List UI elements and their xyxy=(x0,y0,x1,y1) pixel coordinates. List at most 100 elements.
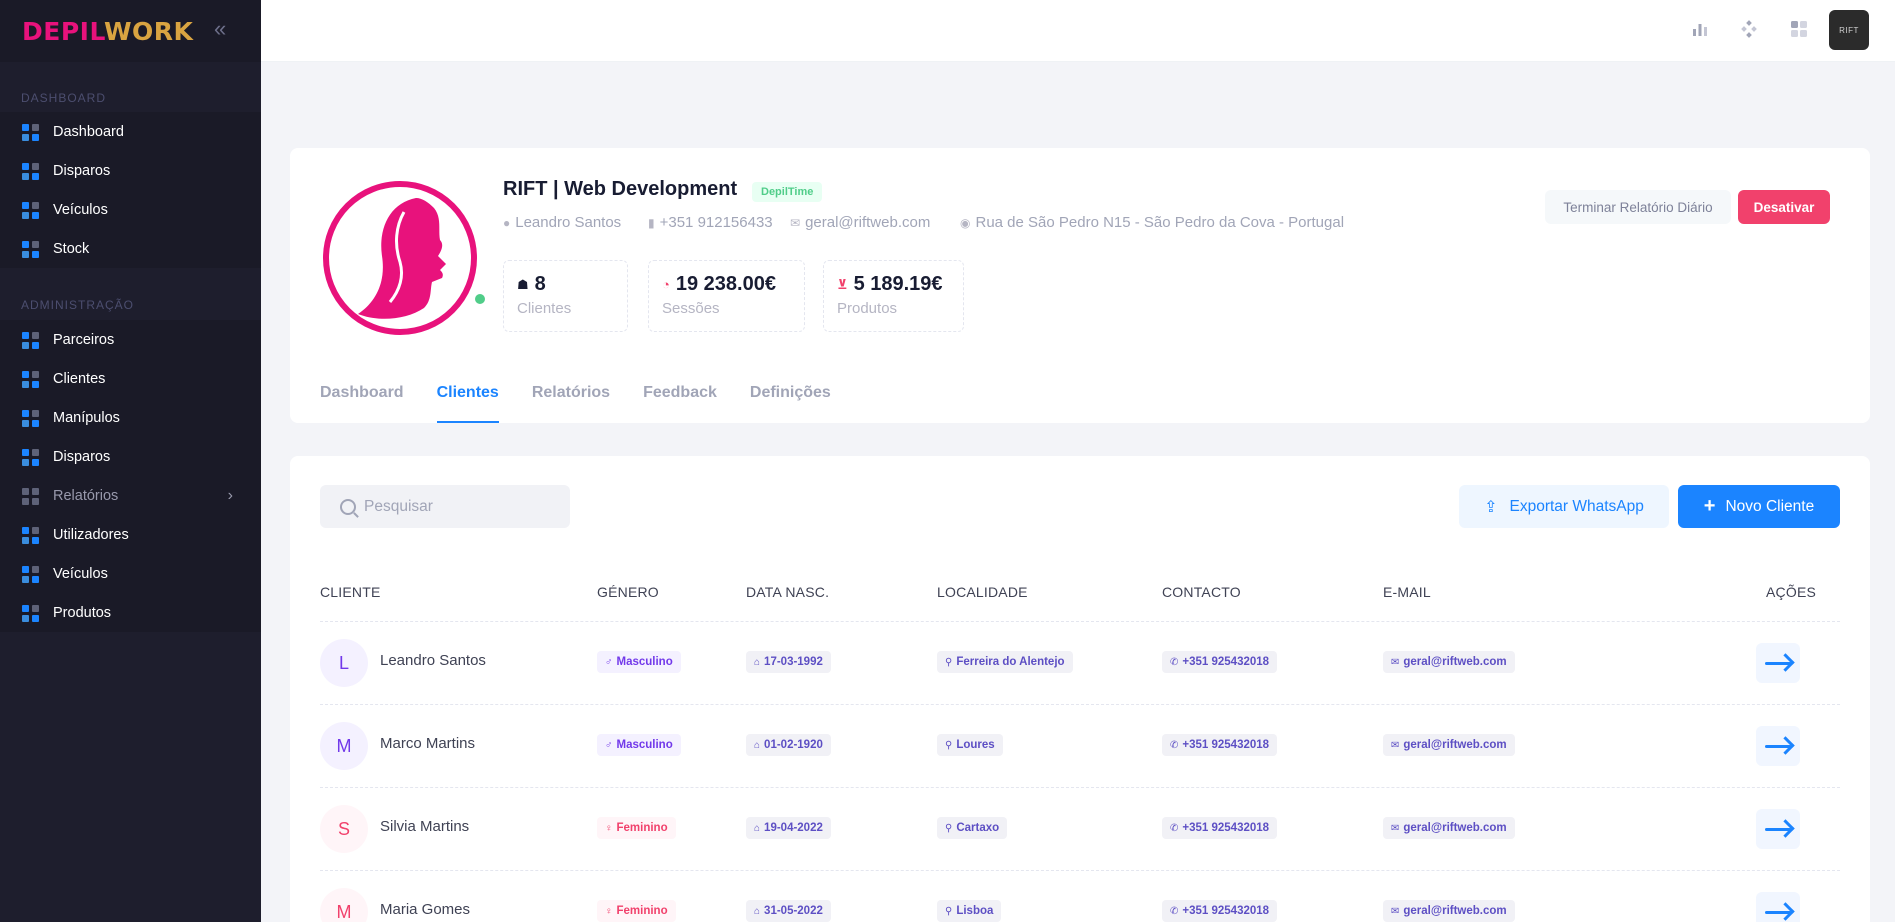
table-row[interactable]: S Silvia Martins ♀ Feminino ⌂ 19-04-2022 ⚲… xyxy=(320,788,1840,871)
apps-icon[interactable] xyxy=(1738,20,1760,42)
column-header-acoes: AÇÕES xyxy=(1766,584,1817,600)
client-name[interactable]: Marco Martins xyxy=(380,735,476,752)
email-badge[interactable]: ✉ geral@riftweb.com xyxy=(1383,734,1515,756)
mail-icon: ✉ xyxy=(1391,905,1400,917)
mail-icon: ✉ xyxy=(1391,656,1400,668)
column-header-genero[interactable]: GÉNERO xyxy=(597,584,659,600)
collapse-sidebar-icon[interactable]: « xyxy=(214,16,227,41)
email-badge[interactable]: ✉ geral@riftweb.com xyxy=(1383,900,1515,922)
tab-dashboard[interactable]: Dashboard xyxy=(320,384,404,401)
tab-feedback[interactable]: Feedback xyxy=(643,384,717,401)
sidebar-item-veiculos[interactable]: Veículos xyxy=(0,191,261,229)
profile-badge: DepilTime xyxy=(752,182,823,202)
profile-logo xyxy=(320,178,480,338)
view-client-button[interactable] xyxy=(1756,892,1800,922)
sidebar-item-manipulos[interactable]: Manípulos xyxy=(0,399,261,437)
sidebar-item-label: Stock xyxy=(53,241,90,257)
sidebar-item-clientes[interactable]: Clientes xyxy=(0,360,261,398)
column-header-data[interactable]: DATA NASC. xyxy=(746,584,830,600)
cake-icon: ⌂ xyxy=(754,656,761,668)
birthdate-badge: ⌂ 31-05-2022 xyxy=(746,900,831,922)
dashboard-nav-group xyxy=(0,112,261,268)
column-header-localidade[interactable]: LOCALIDADE xyxy=(937,584,1028,600)
phone-icon: ✆ xyxy=(1170,905,1179,917)
contact-badge[interactable]: ✆ +351 925432018 xyxy=(1162,734,1278,756)
column-header-email[interactable]: E-MAIL xyxy=(1383,584,1431,600)
bar-chart-icon[interactable] xyxy=(1689,20,1711,42)
table-row[interactable]: M Maria Gomes ♀ Feminino ⌂ 31-05-2022 ⚲ Lis… xyxy=(320,871,1840,922)
new-client-button[interactable]: + Novo Cliente xyxy=(1678,485,1840,528)
layout-icon[interactable] xyxy=(1788,20,1810,42)
email-badge[interactable]: ✉ geral@riftweb.com xyxy=(1383,651,1515,673)
phone-icon: ✆ xyxy=(1170,822,1179,834)
user-icon: ● xyxy=(503,215,511,230)
email-badge[interactable]: ✉ geral@riftweb.com xyxy=(1383,817,1515,839)
search-box[interactable] xyxy=(320,485,570,528)
sidebar-item-produtos[interactable]: Produtos xyxy=(0,594,261,632)
grid-icon xyxy=(22,526,39,544)
location-icon: ⚲ xyxy=(945,739,953,751)
grid-icon xyxy=(22,565,39,583)
male-icon: ♂ xyxy=(605,656,613,668)
column-header-cliente[interactable]: CLIENTE xyxy=(320,584,381,600)
table-row[interactable]: L Leandro Santos ♂ Masculino ⌂ 17-03-1992 … xyxy=(320,622,1840,705)
phone-icon: ▮ xyxy=(648,215,655,230)
sidebar-item-label: Disparos xyxy=(53,449,111,465)
avatar: L xyxy=(320,639,368,687)
client-name[interactable]: Leandro Santos xyxy=(380,652,486,669)
contact-badge[interactable]: ✆ +351 925432018 xyxy=(1162,900,1278,922)
sidebar-item-label: Clientes xyxy=(53,371,106,387)
sidebar-item-parceiros[interactable]: Parceiros xyxy=(0,321,261,359)
contact-badge[interactable]: ✆ +351 925432018 xyxy=(1162,817,1278,839)
sidebar-item-label: Relatórios xyxy=(53,488,119,504)
stat-sessoes: ◔ 19 238.00€ Sessões xyxy=(648,260,805,332)
column-header-contacto[interactable]: CONTACTO xyxy=(1162,584,1241,600)
client-name[interactable]: Maria Gomes xyxy=(380,901,471,918)
tab-relatorios[interactable]: Relatórios xyxy=(531,384,611,401)
brand-logo[interactable]: DEPILWORK xyxy=(22,16,194,46)
sidebar: DEPILWORK « DASHBOARD Dashboard Disparos… xyxy=(0,0,261,922)
gender-badge: ♀ Feminino xyxy=(597,900,676,922)
profile-contact-name: ● Leandro Santos xyxy=(503,214,622,231)
birthdate-badge: ⌂ 01-02-1920 xyxy=(746,734,831,756)
gender-badge: ♂ Masculino xyxy=(597,651,681,673)
view-client-button[interactable] xyxy=(1756,726,1800,766)
grid-icon xyxy=(22,370,39,388)
tab-clientes[interactable]: Clientes xyxy=(436,384,500,423)
location-icon: ⚲ xyxy=(945,656,953,668)
female-icon: ♀ xyxy=(605,905,613,917)
grid-icon xyxy=(22,201,39,219)
locality-badge: ⚲ Lisboa xyxy=(937,900,1002,922)
finish-daily-report-button[interactable]: Terminar Relatório Diário xyxy=(1545,190,1731,224)
profile-card: RIFT | Web Development DepilTime ● Leand… xyxy=(290,148,1870,423)
user-avatar[interactable]: RIFT xyxy=(1829,10,1869,50)
sidebar-item-label: Disparos xyxy=(53,163,111,179)
client-name[interactable]: Silvia Martins xyxy=(380,818,470,835)
profile-email[interactable]: ✉ geral@riftweb.com xyxy=(790,214,931,231)
grid-icon xyxy=(22,331,39,349)
export-whatsapp-button[interactable]: ⇪ Exportar WhatsApp xyxy=(1459,485,1669,528)
sidebar-item-stock[interactable]: Stock xyxy=(0,230,261,268)
sidebar-item-dashboard[interactable]: Dashboard xyxy=(0,113,261,151)
view-client-button[interactable] xyxy=(1756,643,1800,683)
sidebar-item-veiculos-admin[interactable]: Veículos xyxy=(0,555,261,593)
stat-clientes: ☗ 8 Clientes xyxy=(503,260,628,332)
brand: DEPILWORK « xyxy=(0,0,261,62)
search-input[interactable] xyxy=(364,497,554,516)
sidebar-item-label: Manípulos xyxy=(53,410,120,426)
disable-button[interactable]: Desativar xyxy=(1738,190,1830,224)
sidebar-item-label: Dashboard xyxy=(53,124,124,140)
sidebar-item-utilizadores[interactable]: Utilizadores xyxy=(0,516,261,554)
table-row[interactable]: M Marco Martins ♂ Masculino ⌂ 01-02-1920 ⚲… xyxy=(320,705,1840,788)
contact-badge[interactable]: ✆ +351 925432018 xyxy=(1162,651,1278,673)
sidebar-item-relatorios[interactable]: Relatórios › xyxy=(0,477,261,515)
plus-icon: + xyxy=(1703,495,1716,517)
female-icon: ♀ xyxy=(605,822,613,834)
sidebar-item-label: Utilizadores xyxy=(53,527,129,543)
tab-definicoes[interactable]: Definições xyxy=(749,384,831,401)
avatar: M xyxy=(320,722,368,770)
sidebar-item-disparos-admin[interactable]: Disparos xyxy=(0,438,261,476)
view-client-button[interactable] xyxy=(1756,809,1800,849)
sidebar-item-disparos[interactable]: Disparos xyxy=(0,152,261,190)
location-icon: ◉ xyxy=(960,215,971,230)
